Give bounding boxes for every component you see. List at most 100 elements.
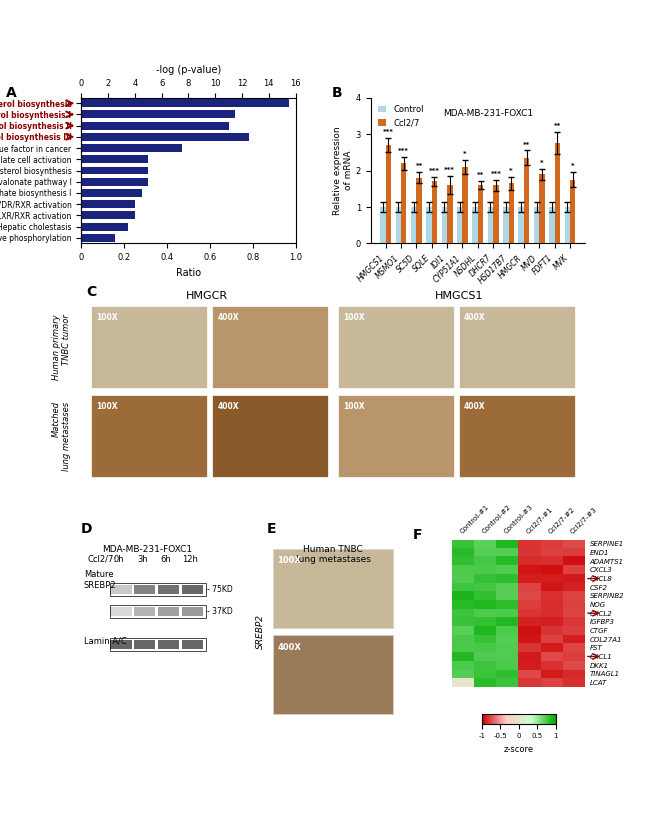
Text: 100X: 100X	[96, 313, 118, 323]
Text: - 75KD: - 75KD	[207, 585, 233, 593]
Text: Lamin A/C: Lamin A/C	[84, 637, 127, 646]
FancyBboxPatch shape	[274, 549, 393, 628]
Bar	[447, 185, 452, 243]
Text: *: *	[510, 167, 513, 174]
Text: 100X: 100X	[278, 556, 302, 565]
Bar	[540, 174, 545, 243]
FancyBboxPatch shape	[135, 585, 155, 593]
Bar	[426, 207, 432, 243]
Text: Human TNBC
lung metastases: Human TNBC lung metastases	[296, 545, 370, 564]
FancyBboxPatch shape	[182, 606, 203, 616]
FancyBboxPatch shape	[135, 640, 155, 649]
FancyBboxPatch shape	[182, 640, 203, 649]
Bar	[81, 111, 235, 119]
Text: 400X: 400X	[464, 402, 486, 411]
Bar	[81, 200, 135, 208]
Text: 100X: 100X	[96, 402, 118, 411]
Text: **: **	[523, 141, 530, 147]
Bar	[524, 158, 529, 243]
Text: **: **	[554, 124, 561, 129]
FancyBboxPatch shape	[111, 640, 131, 649]
Text: D: D	[81, 522, 93, 536]
Text: 400X: 400X	[217, 402, 239, 411]
Bar	[442, 207, 447, 243]
Bar	[570, 180, 575, 243]
Text: ***: ***	[429, 168, 440, 174]
Text: 400X: 400X	[217, 313, 239, 323]
Text: Human primary
TNBC tumor: Human primary TNBC tumor	[52, 315, 72, 380]
Text: 100X: 100X	[343, 313, 365, 323]
Text: ***: ***	[398, 148, 410, 154]
FancyBboxPatch shape	[459, 395, 575, 476]
Bar	[564, 207, 570, 243]
FancyBboxPatch shape	[212, 307, 328, 388]
FancyBboxPatch shape	[459, 307, 575, 388]
FancyBboxPatch shape	[338, 307, 454, 388]
X-axis label: Ratio: Ratio	[176, 267, 201, 278]
Bar	[380, 207, 385, 243]
Bar	[81, 189, 142, 197]
Bar	[81, 211, 135, 220]
Bar	[457, 207, 462, 243]
Bar	[81, 234, 115, 241]
FancyBboxPatch shape	[274, 635, 393, 715]
Bar	[385, 145, 391, 243]
Bar	[81, 167, 148, 175]
FancyBboxPatch shape	[182, 585, 203, 593]
FancyBboxPatch shape	[91, 395, 207, 476]
Text: SREBP2: SREBP2	[255, 614, 265, 649]
Bar	[493, 185, 499, 243]
Text: HMGCR: HMGCR	[186, 291, 228, 301]
FancyBboxPatch shape	[158, 606, 179, 616]
Bar	[81, 133, 249, 141]
Text: ***: ***	[445, 167, 455, 173]
Bar	[81, 144, 182, 152]
Bar	[534, 207, 540, 243]
Text: MDA-MB-231-FOXC1: MDA-MB-231-FOXC1	[103, 545, 192, 554]
Bar	[81, 155, 148, 163]
Text: **: **	[477, 172, 484, 178]
Bar	[417, 178, 422, 243]
Bar	[411, 207, 417, 243]
Bar	[549, 207, 554, 243]
Text: 400X: 400X	[464, 313, 486, 323]
FancyBboxPatch shape	[158, 585, 179, 593]
Text: MDA-MB-231-FOXC1: MDA-MB-231-FOXC1	[443, 109, 534, 118]
FancyBboxPatch shape	[158, 640, 179, 649]
Text: 100X: 100X	[343, 402, 365, 411]
FancyBboxPatch shape	[111, 585, 131, 593]
Bar	[81, 178, 148, 185]
Bar	[478, 185, 483, 243]
Text: - 37KD: - 37KD	[207, 606, 233, 615]
Bar	[473, 207, 478, 243]
Bar	[396, 207, 401, 243]
Bar	[503, 207, 508, 243]
Bar	[81, 223, 128, 231]
Bar	[554, 143, 560, 243]
Bar	[401, 163, 406, 243]
Text: *: *	[540, 160, 543, 166]
Bar	[81, 122, 229, 129]
Text: E: E	[267, 522, 276, 536]
Text: *: *	[571, 163, 575, 169]
Legend: Control, Ccl2/7: Control, Ccl2/7	[375, 102, 427, 131]
Bar	[508, 183, 514, 243]
Text: 6h: 6h	[161, 554, 172, 563]
Text: 12h: 12h	[182, 554, 198, 563]
Text: *: *	[463, 150, 467, 157]
Text: A: A	[6, 86, 17, 100]
Bar	[519, 207, 524, 243]
FancyBboxPatch shape	[91, 307, 207, 388]
Text: 0h: 0h	[113, 554, 124, 563]
Text: B: B	[332, 86, 343, 100]
Bar	[488, 207, 493, 243]
Text: ***: ***	[383, 128, 394, 135]
Text: Matched
lung metastases: Matched lung metastases	[52, 402, 72, 471]
FancyBboxPatch shape	[212, 395, 328, 476]
FancyBboxPatch shape	[338, 395, 454, 476]
Y-axis label: Relative expression
of mRNA: Relative expression of mRNA	[333, 126, 353, 215]
Text: C: C	[86, 285, 97, 299]
Text: 3h: 3h	[137, 554, 148, 563]
FancyBboxPatch shape	[111, 606, 131, 616]
Text: Ccl2/7:: Ccl2/7:	[88, 554, 117, 563]
